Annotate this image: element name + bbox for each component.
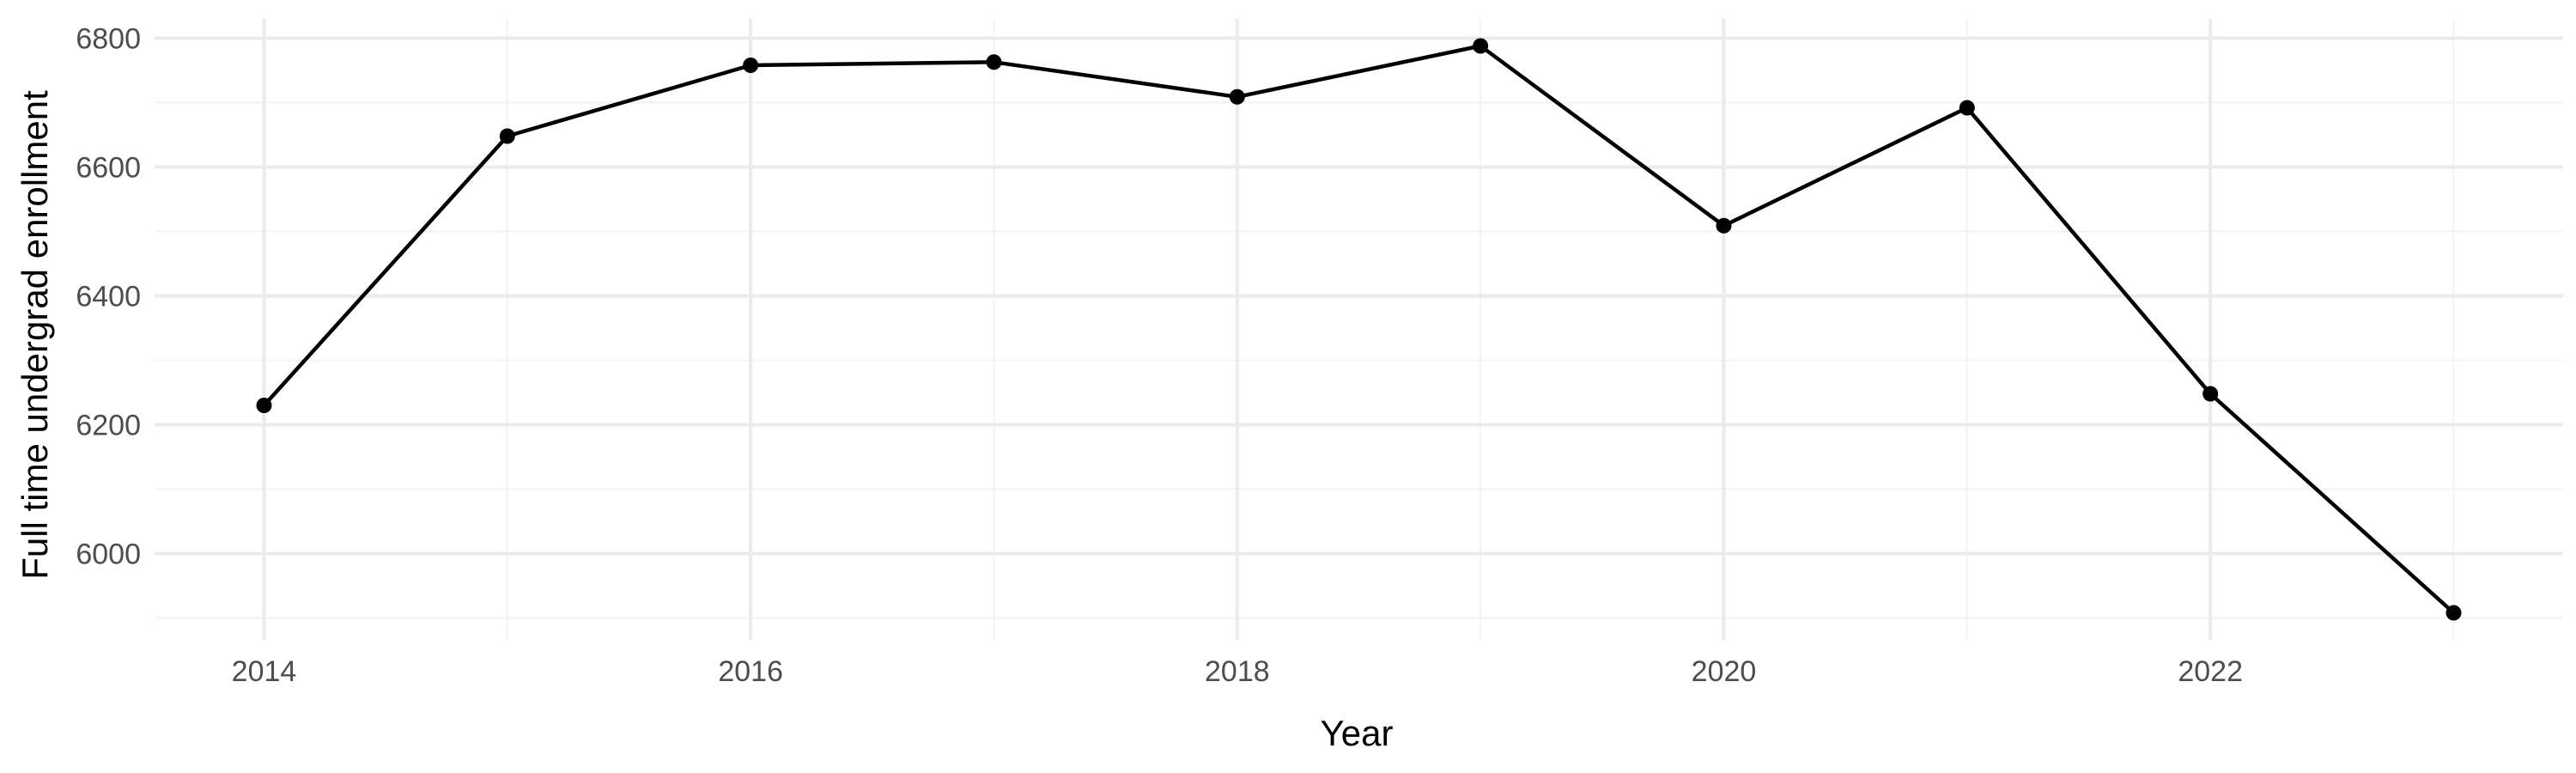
series-layer [262, 44, 2456, 615]
y-tick-label: 6400 [76, 281, 141, 313]
x-tick-label: 2022 [2178, 655, 2243, 688]
data-point [986, 54, 1002, 70]
data-point [1959, 100, 1975, 116]
x-axis-title: Year [1321, 713, 1394, 753]
y-tick-label: 6200 [76, 410, 141, 442]
data-point [1716, 217, 1732, 234]
y-axis-title: Full time undergrad enrollment [15, 90, 55, 580]
data-point [1229, 88, 1245, 105]
series-line [262, 44, 2456, 615]
x-tick-label: 2018 [1205, 655, 1270, 688]
data-points [256, 38, 2462, 621]
y-tick-label: 6800 [76, 23, 141, 56]
x-tick-label: 2020 [1692, 655, 1757, 688]
data-point [2445, 605, 2462, 621]
data-point [2202, 386, 2219, 402]
tick-labels: 2014 2016 2018 2020 2022 6000 6200 6400 6600 6800 [76, 23, 2243, 689]
y-tick-label: 6000 [76, 539, 141, 571]
y-tick-label: 6600 [76, 152, 141, 185]
x-tick-label: 2016 [718, 655, 783, 688]
data-point [499, 128, 515, 144]
data-point [743, 58, 759, 73]
data-point [256, 398, 272, 413]
gridlines [155, 19, 2563, 640]
data-point [1473, 38, 1489, 54]
x-tick-label: 2014 [232, 655, 297, 688]
